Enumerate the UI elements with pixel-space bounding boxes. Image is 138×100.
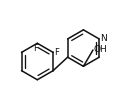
Text: N: N [100, 34, 107, 44]
Text: F: F [54, 48, 59, 57]
Text: F: F [33, 44, 38, 53]
Text: OH: OH [94, 46, 108, 54]
